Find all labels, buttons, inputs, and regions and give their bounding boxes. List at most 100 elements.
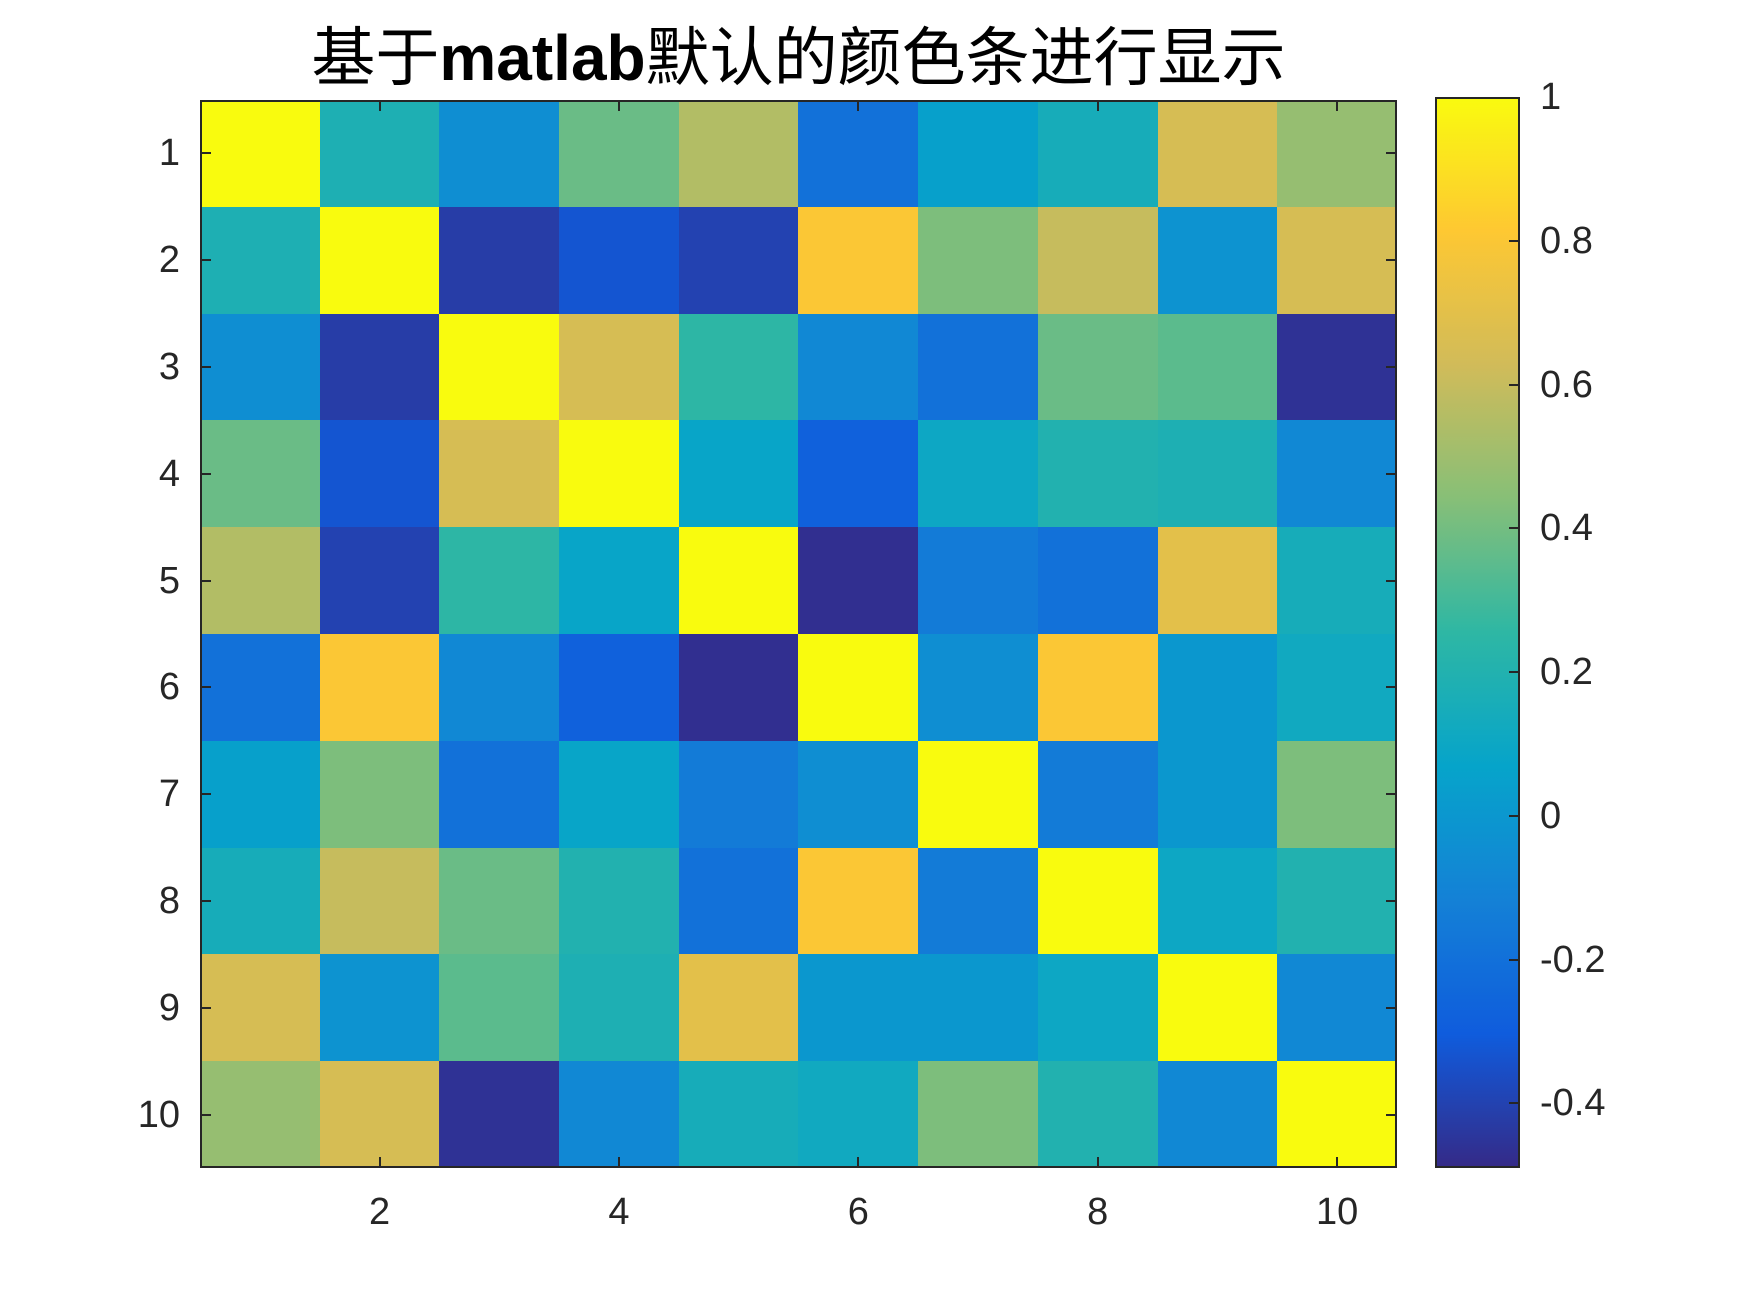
heatmap-cell <box>1277 847 1397 955</box>
heatmap-cell <box>798 1061 919 1168</box>
heatmap-cell <box>1157 740 1278 848</box>
y-tick-label: 1 <box>158 132 180 175</box>
y-tick-label: 8 <box>158 880 180 922</box>
heatmap-cell <box>200 313 320 421</box>
heatmap-cell <box>1037 313 1158 421</box>
heatmap-cell <box>439 740 560 848</box>
heatmap-cell <box>678 634 799 741</box>
heatmap-cell <box>559 634 679 741</box>
heatmap-cell <box>1277 527 1397 634</box>
heatmap-cell <box>319 313 440 421</box>
title-part-2: matlab <box>439 22 646 94</box>
heatmap-cell <box>1157 100 1278 207</box>
heatmap-cell <box>1277 100 1397 207</box>
colorbar-tick-mark <box>1509 383 1520 386</box>
x-tick-mark <box>378 1157 381 1168</box>
x-tick-label: 6 <box>847 1191 869 1233</box>
heatmap-cell <box>439 100 560 207</box>
heatmap-cell <box>439 1061 560 1168</box>
y-tick-mark <box>200 900 211 902</box>
x-tick-mark <box>1336 100 1339 111</box>
heatmap-cell <box>200 527 320 634</box>
heatmap-cell <box>319 420 440 528</box>
y-tick-mark <box>1386 1006 1397 1009</box>
heatmap-cell <box>1037 740 1158 848</box>
y-tick-label: 6 <box>158 666 180 709</box>
heatmap-cell <box>1277 740 1397 848</box>
y-tick-mark <box>1386 152 1397 155</box>
x-tick-mark <box>1096 1157 1099 1168</box>
heatmap-cell <box>798 954 919 1062</box>
heatmap-cell <box>319 954 440 1062</box>
x-tick-mark <box>378 100 381 111</box>
x-tick-mark <box>857 100 860 111</box>
heatmap-cell <box>918 527 1038 634</box>
heatmap-cell <box>1037 954 1158 1062</box>
heatmap-cell <box>1037 420 1158 528</box>
colorbar-tick-mark <box>1509 671 1520 674</box>
y-tick-mark <box>1386 259 1397 262</box>
heatmap-cell <box>559 100 679 207</box>
colorbar-tick-mark <box>1509 958 1520 961</box>
heatmap-cell <box>798 847 919 955</box>
heatmap-cell <box>439 313 560 421</box>
heatmap-cells <box>200 100 1397 1168</box>
heatmap-cell <box>439 420 560 528</box>
colorbar-frame <box>1435 97 1520 1168</box>
heatmap-cell <box>1277 206 1397 314</box>
colorbar-tick-label: 0 <box>1540 794 1562 837</box>
y-tick-label: 5 <box>158 559 180 602</box>
colorbar-tick-label: 0.2 <box>1540 651 1593 694</box>
y-tick-mark <box>1386 579 1397 582</box>
x-tick-label: 4 <box>608 1191 630 1233</box>
heatmap-cell <box>678 954 799 1062</box>
heatmap-cell <box>559 1061 679 1168</box>
y-tick-label: 4 <box>158 452 180 495</box>
heatmap-cell <box>1157 420 1278 528</box>
heatmap-cell <box>200 847 320 955</box>
heatmap-cell <box>1037 100 1158 207</box>
heatmap-cell <box>918 847 1038 955</box>
heatmap-cell <box>798 527 919 634</box>
colorbar <box>1435 97 1520 1168</box>
heatmap-cell <box>200 740 320 848</box>
heatmap-cell <box>319 527 440 634</box>
heatmap-cell <box>1157 313 1278 421</box>
heatmap-cell <box>200 420 320 528</box>
heatmap-plot-area <box>200 100 1397 1168</box>
heatmap-cell <box>319 634 440 741</box>
heatmap-cell <box>1277 954 1397 1062</box>
heatmap-cell <box>200 1061 320 1168</box>
colorbar-tick-label: 0.8 <box>1540 219 1593 262</box>
y-tick-mark <box>200 686 211 689</box>
heatmap-cell <box>559 527 679 634</box>
y-tick-mark <box>1386 472 1397 475</box>
heatmap-cell <box>1157 954 1278 1062</box>
heatmap-cell <box>678 206 799 314</box>
heatmap-cell <box>678 527 799 634</box>
heatmap-cell <box>200 206 320 314</box>
colorbar-tick-label: -0.4 <box>1540 1082 1606 1125</box>
heatmap-cell <box>918 100 1038 207</box>
heatmap-cell <box>678 420 799 528</box>
y-tick-label: 7 <box>158 773 180 816</box>
y-tick-mark <box>1386 793 1397 796</box>
heatmap-cell <box>678 1061 799 1168</box>
colorbar-tick-label: 0.4 <box>1540 507 1593 550</box>
heatmap-cell <box>559 847 679 955</box>
x-tick-mark <box>857 1157 860 1168</box>
y-tick-mark <box>200 1006 211 1009</box>
heatmap-cell <box>439 634 560 741</box>
colorbar-tick-mark <box>1509 1102 1520 1105</box>
heatmap-cell <box>319 1061 440 1168</box>
heatmap-cell <box>1157 847 1278 955</box>
heatmap-cell <box>319 100 440 207</box>
heatmap-cell <box>918 420 1038 528</box>
colorbar-tick-label: 0.6 <box>1540 363 1593 406</box>
heatmap-cell <box>1157 527 1278 634</box>
heatmap-cell <box>559 206 679 314</box>
heatmap-cell <box>1037 206 1158 314</box>
title-part-1: 基于 <box>311 22 440 96</box>
colorbar-tick-mark <box>1509 527 1520 530</box>
heatmap-cell <box>1037 527 1158 634</box>
